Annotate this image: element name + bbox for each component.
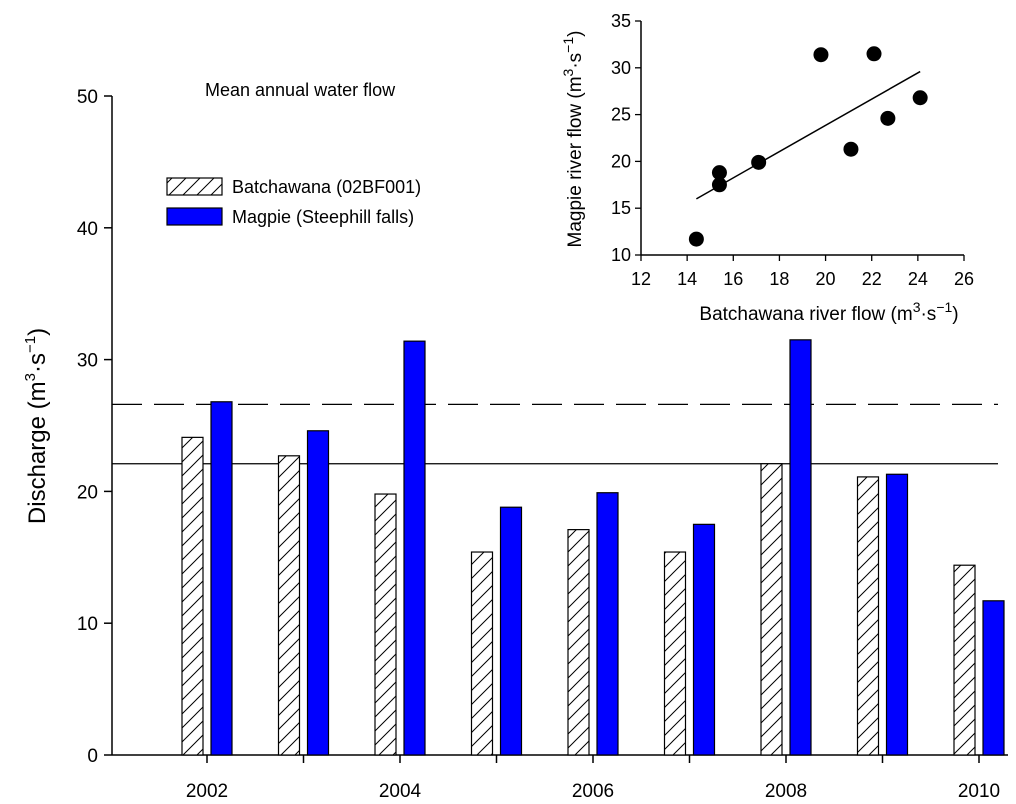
- scatter-point: [711, 165, 727, 181]
- inset-x-tick-label: 22: [862, 269, 882, 289]
- bar-batchawana: [567, 529, 590, 756]
- bar-batchawana: [470, 551, 494, 756]
- main-x-ticks: 2002 2004 2006 2008 2010: [186, 755, 1000, 802]
- main-y-ticks: 0 10 20 30 40 50: [77, 87, 112, 767]
- bar-batchawana: [663, 551, 687, 756]
- bar-magpie: [982, 600, 1005, 756]
- inset-x-tick-label: 12: [631, 269, 651, 289]
- inset-y-axis-title: Magpie river flow (m3·s−1): [560, 31, 586, 248]
- legend-item-batchawana: Batchawana (02BF001): [166, 177, 421, 197]
- x-tick-label: 2010: [958, 781, 1000, 802]
- y-tick-label: 0: [87, 746, 98, 767]
- inset-y-tick-label: 25: [611, 105, 631, 125]
- y-tick-label: 40: [77, 219, 98, 240]
- scatter-point: [866, 46, 882, 62]
- inset-y-tick-label: 20: [611, 151, 631, 171]
- scatter-point: [688, 231, 704, 247]
- inset-y-tick-label: 30: [611, 58, 631, 78]
- scatter-point: [912, 90, 928, 106]
- bar-batchawana: [277, 455, 301, 756]
- legend-swatch-magpie: [166, 207, 223, 226]
- inset-x-tick-label: 16: [723, 269, 743, 289]
- legend-label-magpie: Magpie (Steephill falls): [232, 207, 414, 227]
- inset-y-ticks: 10 15 20 25 30 35: [611, 11, 641, 265]
- scatter-point: [813, 47, 829, 63]
- bar-magpie: [885, 473, 909, 756]
- bar-batchawana: [374, 493, 397, 756]
- bar-magpie: [789, 339, 812, 756]
- bars: [181, 339, 1005, 756]
- y-tick-label: 10: [77, 614, 98, 635]
- scatter-points: [688, 46, 928, 247]
- main-y-axis-title: Discharge (m3·s−1): [22, 328, 51, 524]
- x-tick-label: 2004: [379, 781, 422, 802]
- bar-magpie: [306, 430, 330, 756]
- legend-label-batchawana: Batchawana (02BF001): [232, 177, 421, 197]
- bar-magpie: [499, 506, 523, 756]
- inset-x-tick-label: 18: [769, 269, 789, 289]
- chart-annotation: Mean annual water flow: [205, 80, 396, 100]
- inset-y-tick-label: 35: [611, 11, 631, 31]
- scatter-point: [880, 110, 896, 126]
- bar-magpie: [596, 492, 619, 756]
- reference-lines: [112, 403, 998, 465]
- bar-batchawana: [953, 564, 976, 756]
- bar-magpie: [403, 340, 426, 756]
- bar-batchawana: [856, 476, 880, 756]
- bar-magpie: [692, 523, 716, 756]
- scatter-point: [843, 141, 859, 157]
- inset-x-tick-label: 24: [908, 269, 928, 289]
- x-tick-label: 2008: [765, 781, 807, 802]
- inset-y-tick-label: 15: [611, 198, 631, 218]
- inset-y-tick-label: 10: [611, 245, 631, 265]
- x-tick-label: 2006: [572, 781, 614, 802]
- y-tick-label: 50: [77, 87, 98, 108]
- inset-x-axis-title: Batchawana river flow (m3·s−1): [699, 299, 958, 325]
- scatter-point: [751, 154, 767, 170]
- bar-batchawana: [760, 463, 783, 756]
- inset-x-ticks: 12 14 16 18 20 22 24 26: [631, 255, 974, 289]
- y-tick-label: 20: [77, 482, 98, 503]
- bar-batchawana: [181, 436, 204, 756]
- inset-x-tick-label: 20: [816, 269, 836, 289]
- x-tick-label: 2002: [186, 781, 228, 802]
- y-tick-label: 30: [77, 351, 98, 372]
- scatter-point: [711, 177, 727, 193]
- legend-item-magpie: Magpie (Steephill falls): [166, 207, 414, 227]
- legend-swatch-batchawana: [166, 177, 223, 196]
- inset-x-tick-label: 26: [954, 269, 974, 289]
- inset-scatter-chart: 10 15 20 25 30 35 12 14 16 18 20 22 24 26 Batchawana…: [560, 0, 1016, 332]
- inset-x-tick-label: 14: [677, 269, 697, 289]
- legend: Batchawana (02BF001) Magpie (Steephill f…: [166, 177, 421, 227]
- bar-magpie: [210, 401, 233, 756]
- inset-background: [560, 0, 1016, 332]
- regression-line: [696, 70, 921, 200]
